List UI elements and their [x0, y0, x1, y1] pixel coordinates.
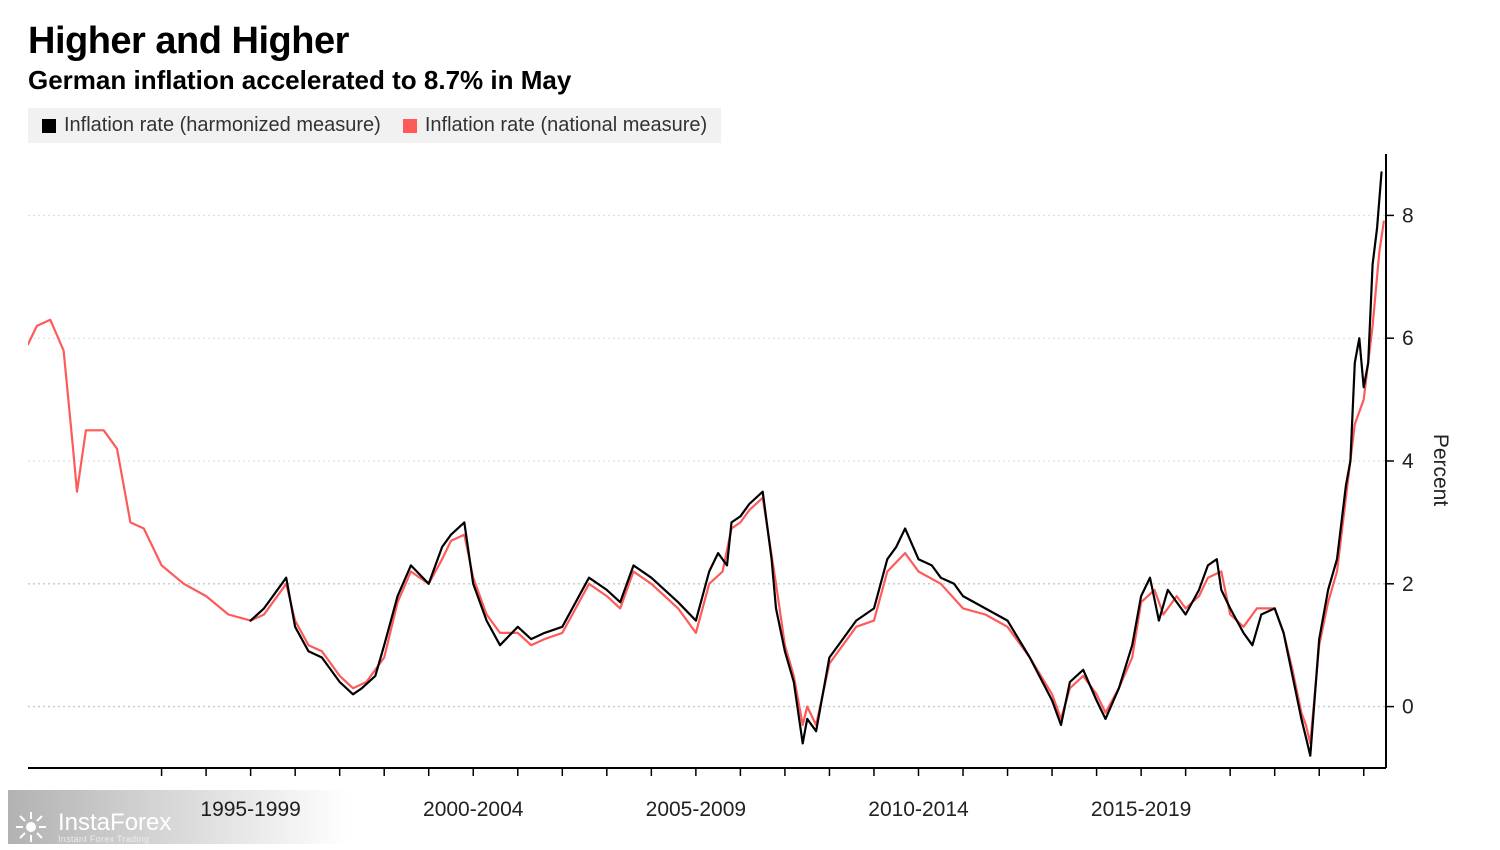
- watermark-icon: [14, 810, 48, 844]
- y-tick-label: 4: [1402, 450, 1414, 473]
- legend-item-harmonized: Inflation rate (harmonized measure): [42, 114, 381, 137]
- watermark: InstaForex Instant Forex Trading: [8, 810, 171, 844]
- chart-title: Higher and Higher: [28, 20, 1472, 63]
- y-tick-label: 0: [1402, 696, 1414, 719]
- y-tick-label: 8: [1402, 204, 1414, 227]
- x-axis-group-label: 2010-2014: [868, 798, 968, 822]
- y-axis-label: Percent: [1428, 434, 1452, 506]
- legend-swatch-national: [403, 119, 417, 133]
- x-axis-group-label: 2000-2004: [423, 798, 523, 822]
- x-axis-group-label: 2005-2009: [646, 798, 746, 822]
- y-tick-label: 6: [1402, 327, 1414, 350]
- chart-subtitle: German inflation accelerated to 8.7% in …: [28, 65, 1472, 96]
- watermark-sub: Instant Forex Trading: [58, 835, 171, 844]
- legend-label-national: Inflation rate (national measure): [425, 114, 707, 137]
- legend-swatch-harmonized: [42, 119, 56, 133]
- legend: Inflation rate (harmonized measure) Infl…: [28, 108, 721, 143]
- y-tick-label: 2: [1402, 573, 1414, 596]
- legend-label-harmonized: Inflation rate (harmonized measure): [64, 114, 381, 137]
- line-chart-svg: 0 2 4 6 8: [28, 150, 1472, 790]
- x-axis-group-label: 2015-2019: [1091, 798, 1191, 822]
- legend-item-national: Inflation rate (national measure): [403, 114, 707, 137]
- chart-area: 0 2 4 6 8 Percent: [28, 150, 1472, 790]
- watermark-main: InstaForex: [58, 811, 171, 835]
